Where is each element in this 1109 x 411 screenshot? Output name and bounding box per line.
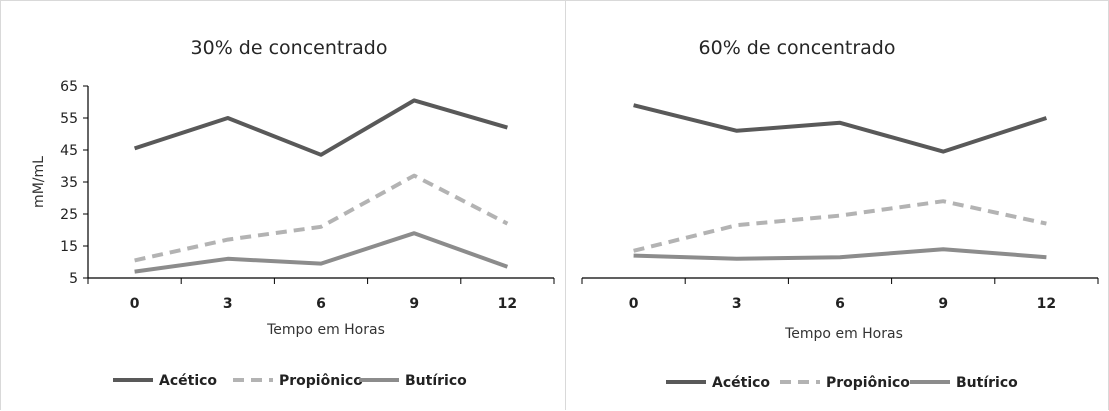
- chart-60-svg: 60% de concentrado 0 3 6 9 12 Tempo em Horas Ac…: [581, 37, 1099, 391]
- chart-panel-60: 60% de concentrado 0 3 6 9 12 Tempo em Horas Ac…: [566, 0, 1109, 410]
- chart-60-series-2-line: [633, 199, 1047, 253]
- chart-30-y-tick-label: 35: [60, 175, 78, 191]
- chart-60-series-3-line: [633, 247, 1047, 261]
- chart-60-x-axis-label: Tempo em Horas: [784, 326, 903, 342]
- chart-30-y-tick-label: 65: [60, 79, 78, 95]
- chart-60-x-tick-label: 3: [732, 296, 742, 312]
- chart-30-x-tick-label: 12: [498, 296, 517, 312]
- chart-60-x-tick-label: 0: [629, 296, 639, 312]
- chart-30-x-tick-label: 6: [316, 296, 326, 312]
- chart-30-y-tick-label: 15: [60, 239, 78, 255]
- chart-60-legend-label-2: Propiônico: [826, 375, 910, 391]
- chart-30-x-axis-label: Tempo em Horas: [266, 322, 385, 338]
- chart-30-y-axis-label: mM/mL: [31, 156, 47, 208]
- chart-30-x-tick-label: 3: [223, 296, 233, 312]
- chart-30-title: 30% de concentrado: [191, 37, 388, 59]
- chart-30-svg: 30% de concentrado 5 15 25 35 45 55 65 mM/mL 0 3 6 9…: [31, 37, 555, 389]
- chart-60-series-1-line: [633, 103, 1048, 154]
- chart-30-y-tick-label: 5: [69, 271, 78, 287]
- chart-60-title: 60% de concentrado: [699, 37, 896, 59]
- chart-60-x-tick-label: 12: [1037, 296, 1056, 312]
- chart-30-x-tick-label: 9: [409, 296, 419, 312]
- chart-30-x-tick-label: 0: [130, 296, 140, 312]
- chart-60-legend-label-3: Butírico: [956, 375, 1018, 391]
- chart-30-legend-label-1: Acético: [159, 373, 217, 389]
- chart-panel-30: 30% de concentrado 5 15 25 35 45 55 65 mM/mL 0 3 6 9…: [0, 0, 566, 410]
- chart-30-y-tick-label: 45: [60, 143, 78, 159]
- chart-30-legend-label-2: Propiônico: [279, 373, 363, 389]
- chart-60-legend-label-1: Acético: [712, 375, 770, 391]
- chart-30-legend-label-3: Butírico: [405, 373, 467, 389]
- chart-30-y-tick-label: 55: [60, 111, 78, 127]
- chart-30-series-2-line: [134, 173, 509, 263]
- chart-30-series-1-line: [133, 98, 508, 157]
- chart-30-series-3-line: [134, 231, 509, 274]
- chart-60-x-tick-label: 9: [938, 296, 948, 312]
- chart-30-y-tick-label: 25: [60, 207, 78, 223]
- chart-60-x-tick-label: 6: [835, 296, 845, 312]
